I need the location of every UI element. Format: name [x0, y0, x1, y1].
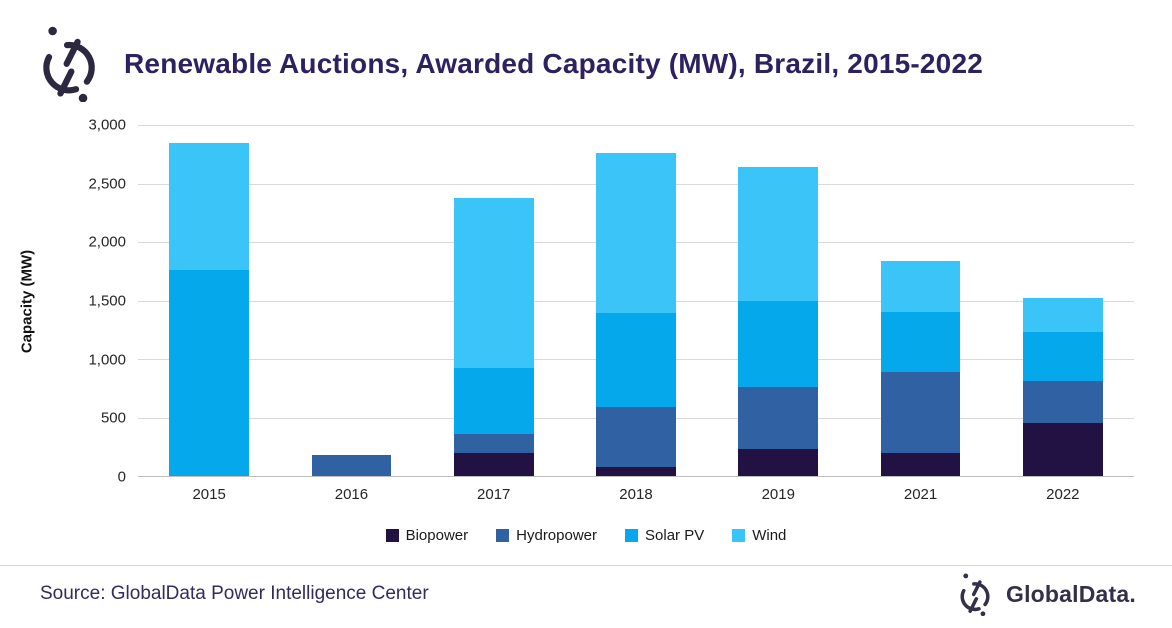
stacked-bar-2022 — [1022, 125, 1103, 476]
stacked-bar-2018 — [596, 125, 676, 476]
x-axis-label-2017: 2017 — [477, 486, 511, 503]
stacked-bar-2015 — [169, 125, 249, 476]
y-tick-label: 2,500 — [88, 175, 126, 193]
legend-item-biopower: Biopower — [385, 527, 469, 544]
bar-segment-2022-solar-pv — [1022, 331, 1103, 382]
bar-segment-2021-wind — [880, 260, 961, 312]
x-axis-label-2022: 2022 — [1046, 486, 1080, 503]
x-axis-label-2021: 2021 — [903, 486, 938, 503]
stacked-bar-2017 — [453, 125, 534, 476]
legend-swatch-biopower — [385, 529, 399, 542]
y-tick-label: 2,000 — [88, 233, 126, 251]
legend-item-wind: Wind — [732, 527, 786, 544]
x-axis-label-2015: 2015 — [192, 486, 226, 503]
stacked-bar-2019 — [738, 125, 819, 476]
globaldata-logo-icon-small — [960, 573, 990, 616]
bar-segment-2021-solar-pv — [880, 311, 961, 373]
x-axis-label-2019: 2019 — [761, 486, 795, 503]
bar-slot-2016 — [280, 125, 422, 476]
bar-segment-2019-solar-pv — [738, 300, 819, 387]
gridline — [138, 125, 1134, 126]
bar-segment-2022-biopower — [1022, 423, 1103, 476]
globaldata-logo-icon — [30, 24, 108, 103]
bar-slot-2019 — [707, 125, 849, 476]
y-tick-label: 0 — [117, 468, 126, 486]
legend-label-biopower: Biopower — [405, 527, 469, 544]
legend-item-hydropower: Hydropower — [496, 527, 597, 544]
plot-area — [138, 125, 1134, 477]
legend-label-solar-pv: Solar PV — [645, 527, 705, 544]
bar-segment-2015-wind — [169, 142, 249, 271]
bar-segment-2015-solar-pv — [169, 270, 249, 476]
bar-segment-2022-wind — [1022, 298, 1103, 332]
chart-title: Renewable Auctions, Awarded Capacity (MW… — [124, 48, 983, 79]
bar-segment-2017-biopower — [453, 452, 534, 476]
bar-segment-2017-hydropower — [453, 434, 534, 453]
legend-label-wind: Wind — [752, 527, 787, 544]
bar-segment-2018-biopower — [596, 466, 676, 476]
brand-wordmark: GlobalData. — [1005, 580, 1136, 607]
legend-item-solar-pv: Solar PV — [625, 527, 704, 544]
bar-segment-2019-hydropower — [738, 386, 819, 449]
bar-slot-2015 — [138, 125, 280, 476]
bar-segment-2018-wind — [596, 153, 676, 314]
x-axis-label-2018: 2018 — [619, 486, 653, 503]
bar-slot-2017 — [423, 125, 565, 476]
footer-divider — [0, 565, 1172, 566]
y-axis-tick-labels: 0 500 1,000 1,500 2,000 2,500 3,000 — [0, 117, 126, 486]
y-tick-label: 1,000 — [88, 351, 126, 369]
bar-slot-2022 — [992, 125, 1134, 476]
y-tick-label: 1,500 — [88, 292, 126, 310]
stacked-bar-2021 — [880, 125, 961, 476]
legend-label-hydropower: Hydropower — [516, 527, 598, 544]
legend: Biopower Hydropower Solar PV Wind — [0, 527, 1172, 544]
y-tick-label: 3,000 — [88, 116, 126, 134]
stacked-bar-2016 — [311, 125, 392, 476]
y-tick-label: 500 — [100, 409, 126, 427]
bar-segment-2017-solar-pv — [453, 367, 534, 435]
bar-segment-2021-biopower — [880, 452, 961, 476]
bar-segment-2018-solar-pv — [596, 313, 676, 407]
legend-swatch-hydropower — [496, 529, 510, 542]
bar-segment-2021-hydropower — [880, 372, 961, 453]
bar-segment-2017-wind — [453, 198, 534, 368]
bar-segment-2019-wind — [738, 167, 819, 301]
x-axis-label-2016: 2016 — [334, 486, 369, 503]
bar-segment-2022-hydropower — [1022, 381, 1103, 424]
bar-slots — [138, 125, 1134, 476]
globaldata-brand: GlobalData. — [953, 572, 1136, 616]
legend-swatch-wind — [732, 529, 746, 542]
bar-segment-2019-biopower — [738, 448, 819, 476]
legend-swatch-solar-pv — [625, 529, 639, 542]
source-text: Source: GlobalData Power Intelligence Ce… — [40, 583, 429, 604]
bar-slot-2021 — [849, 125, 991, 476]
bar-slot-2018 — [565, 125, 707, 476]
x-axis-labels: 2015 2016 2017 2018 2019 2021 2022 — [138, 486, 1134, 503]
bar-segment-2016-hydropower — [311, 454, 392, 476]
bar-segment-2018-hydropower — [596, 406, 676, 467]
